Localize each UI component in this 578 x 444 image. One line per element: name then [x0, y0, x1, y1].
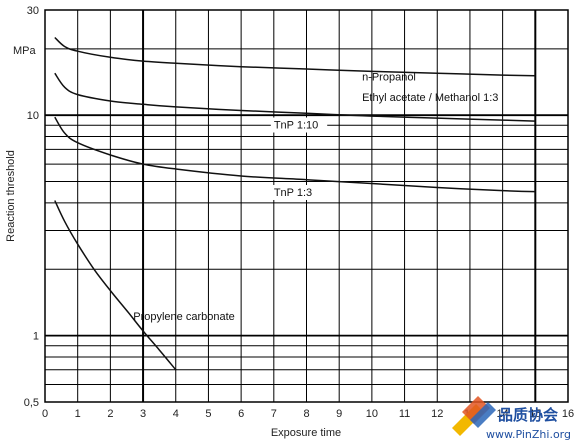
grid-lines — [44, 9, 569, 403]
series-lines — [54, 36, 536, 371]
annotation-labels: n-Propanol Ethyl acetate / Methanol 1:3 Tn… — [133, 71, 498, 323]
x-tick-label: 9 — [336, 408, 342, 420]
y-tick-label: 1 — [33, 331, 39, 343]
tick-labels: 012345678910111213141516301010,5 — [24, 5, 574, 420]
x-tick-label: 8 — [303, 408, 309, 420]
label-background — [270, 117, 328, 133]
series-label-4: Propylene carbonate — [133, 311, 235, 323]
series-label-0: n-Propanol — [362, 71, 416, 83]
y-axis-label: Reaction threshold — [5, 150, 17, 242]
y-axis-unit: MPa — [13, 45, 37, 57]
series-line-2 — [54, 116, 536, 193]
x-tick-label: 14 — [497, 408, 509, 420]
y-tick-label: 10 — [27, 110, 39, 122]
x-tick-label: 10 — [366, 408, 378, 420]
x-tick-label: 1 — [75, 408, 81, 420]
x-tick-label: 7 — [271, 408, 277, 420]
series-line-1 — [54, 72, 536, 122]
x-tick-label: 2 — [107, 408, 113, 420]
series-label-1: Ethyl acetate / Methanol 1:3 — [362, 92, 498, 104]
y-tick-label: 30 — [27, 5, 39, 17]
watermark-logo: 品质协会 www.PinZhi.org — [452, 396, 571, 441]
x-tick-label: 12 — [431, 408, 443, 420]
series-line-3 — [54, 200, 177, 371]
x-tick-label: 5 — [205, 408, 211, 420]
x-tick-label: 6 — [238, 408, 244, 420]
watermark-title: 品质协会 — [498, 406, 558, 424]
series-label-2: TnP 1:10 — [274, 120, 318, 132]
series-label-3: TnP 1:3 — [274, 187, 312, 199]
x-tick-label: 11 — [399, 408, 410, 420]
label-background — [270, 184, 321, 200]
series-line-0 — [54, 36, 536, 77]
x-tick-label: 16 — [562, 408, 574, 420]
x-tick-label: 3 — [140, 408, 146, 420]
watermark-url: www.PinZhi.org — [486, 428, 571, 441]
watermark-emblem-icon — [452, 396, 496, 436]
x-tick-label: 4 — [173, 408, 179, 420]
x-tick-label: 15 — [529, 408, 541, 420]
x-axis-label: Exposure time — [271, 427, 341, 439]
x-tick-label: 0 — [42, 408, 48, 420]
plot-frame — [44, 9, 569, 403]
y-tick-label: 0,5 — [24, 397, 39, 409]
